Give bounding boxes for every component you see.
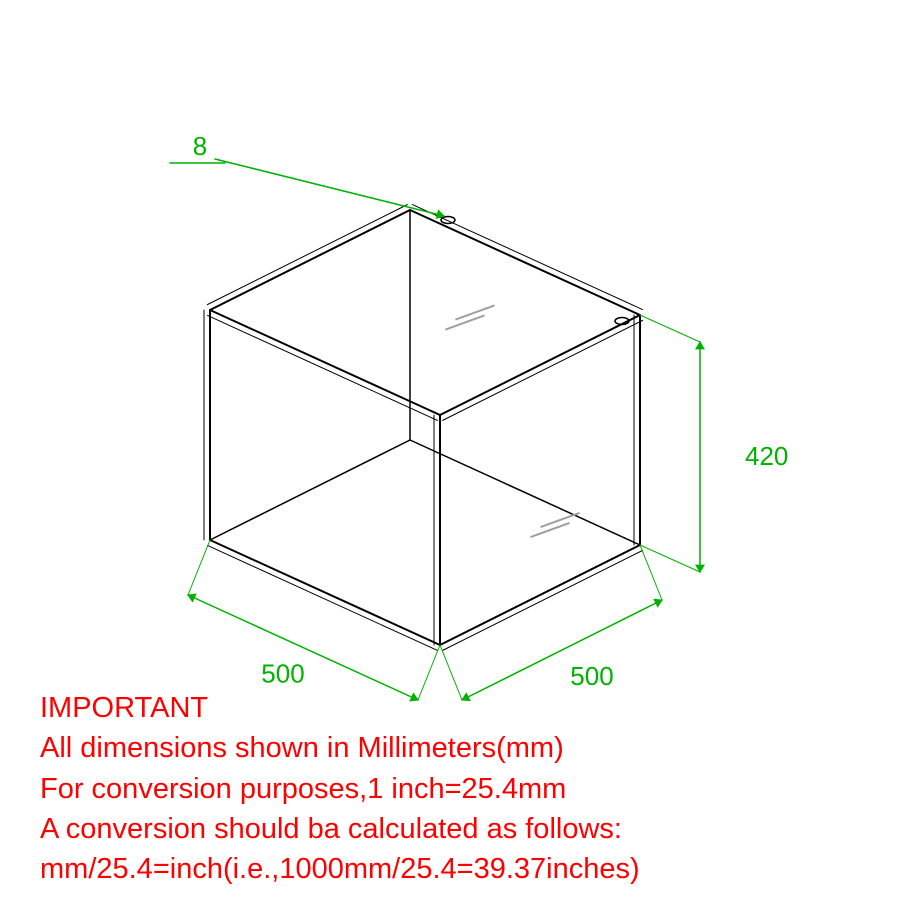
svg-text:420: 420: [745, 441, 788, 471]
note-line-3: A conversion should ba calculated as fol…: [40, 811, 860, 847]
note-line-4: mm/25.4=inch(i.e.,1000mm/25.4=39.37inche…: [40, 851, 860, 887]
note-heading: IMPORTANT: [40, 690, 860, 726]
note-line-1: All dimensions shown in Millimeters(mm): [40, 730, 860, 766]
note-line-2: For conversion purposes,1 inch=25.4mm: [40, 771, 860, 807]
svg-text:500: 500: [570, 661, 613, 691]
svg-text:500: 500: [261, 659, 304, 689]
important-note: IMPORTANT All dimensions shown in Millim…: [40, 690, 860, 891]
svg-text:8: 8: [193, 131, 207, 161]
technical-drawing: 420 500 500 8 IMPORTANT All dimensions show…: [0, 0, 900, 900]
